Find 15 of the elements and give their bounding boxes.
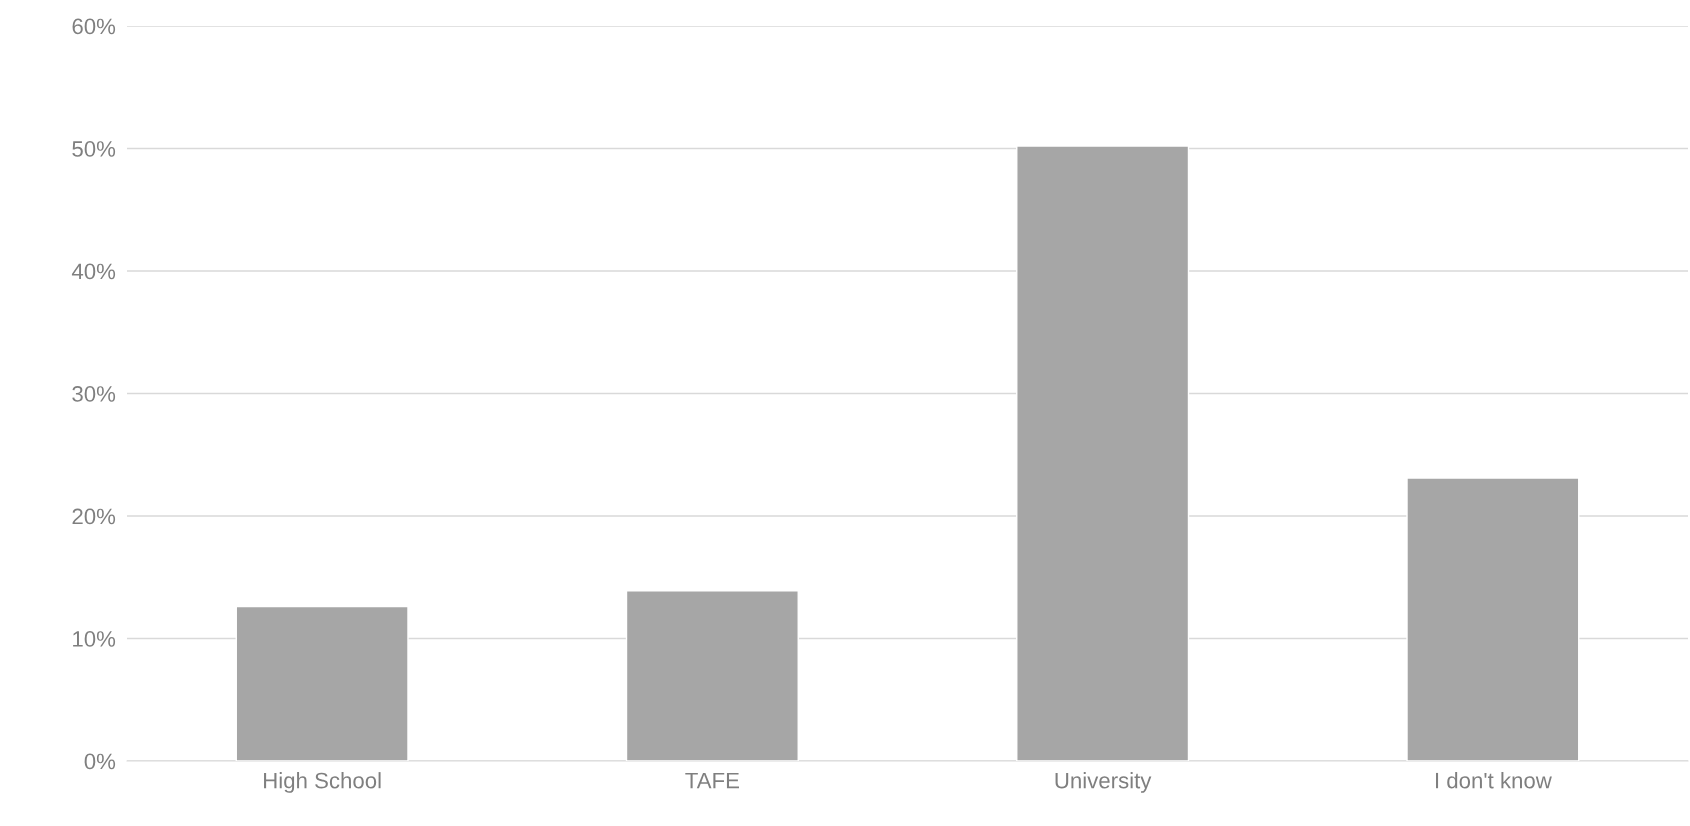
bar bbox=[235, 605, 409, 761]
y-tick-label: 60% bbox=[72, 18, 116, 35]
x-tick-label: TAFE bbox=[685, 772, 739, 789]
x-tick-label: University bbox=[1055, 772, 1152, 793]
x-tick-label: High School bbox=[264, 772, 381, 793]
bar bbox=[1016, 145, 1190, 761]
bar bbox=[1406, 477, 1580, 761]
y-tick-label: 20% bbox=[72, 508, 116, 525]
x-tick-label: I don't know bbox=[1435, 772, 1552, 789]
y-tick-label: 10% bbox=[73, 631, 116, 647]
bar bbox=[625, 590, 799, 761]
y-tick-label: 40% bbox=[71, 263, 116, 280]
y-tick-label: 50% bbox=[72, 141, 116, 157]
y-tick-label: 30% bbox=[72, 386, 116, 402]
y-tick-label: 0% bbox=[84, 753, 116, 770]
